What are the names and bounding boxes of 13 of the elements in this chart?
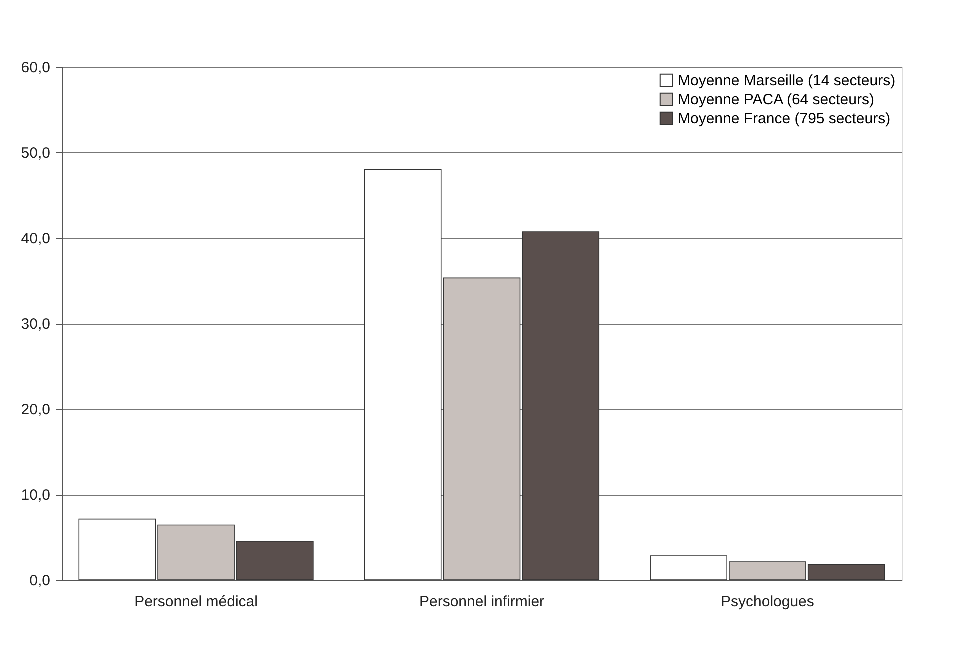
y-tick-label: 30,0 <box>21 316 50 333</box>
y-tick-label: 0,0 <box>30 572 50 590</box>
legend-label: Moyenne Marseille (14 secteurs) <box>678 72 896 90</box>
y-tick-label: 60,0 <box>21 60 50 76</box>
x-tick-label: Personnel infirmier <box>419 594 545 610</box>
x-tick-label: Psychologues <box>721 594 814 610</box>
y-tick-label: 20,0 <box>21 402 50 418</box>
y-tick-label: 50,0 <box>21 145 50 162</box>
y-tick-label: 10,0 <box>21 487 50 504</box>
legend-label: Moyenne France (795 secteurs) <box>678 110 891 128</box>
y-tick-label: 40,0 <box>21 230 50 248</box>
x-tick-label: Personnel médical <box>134 594 258 610</box>
legend-label: Moyenne PACA (64 secteurs) <box>678 92 874 108</box>
